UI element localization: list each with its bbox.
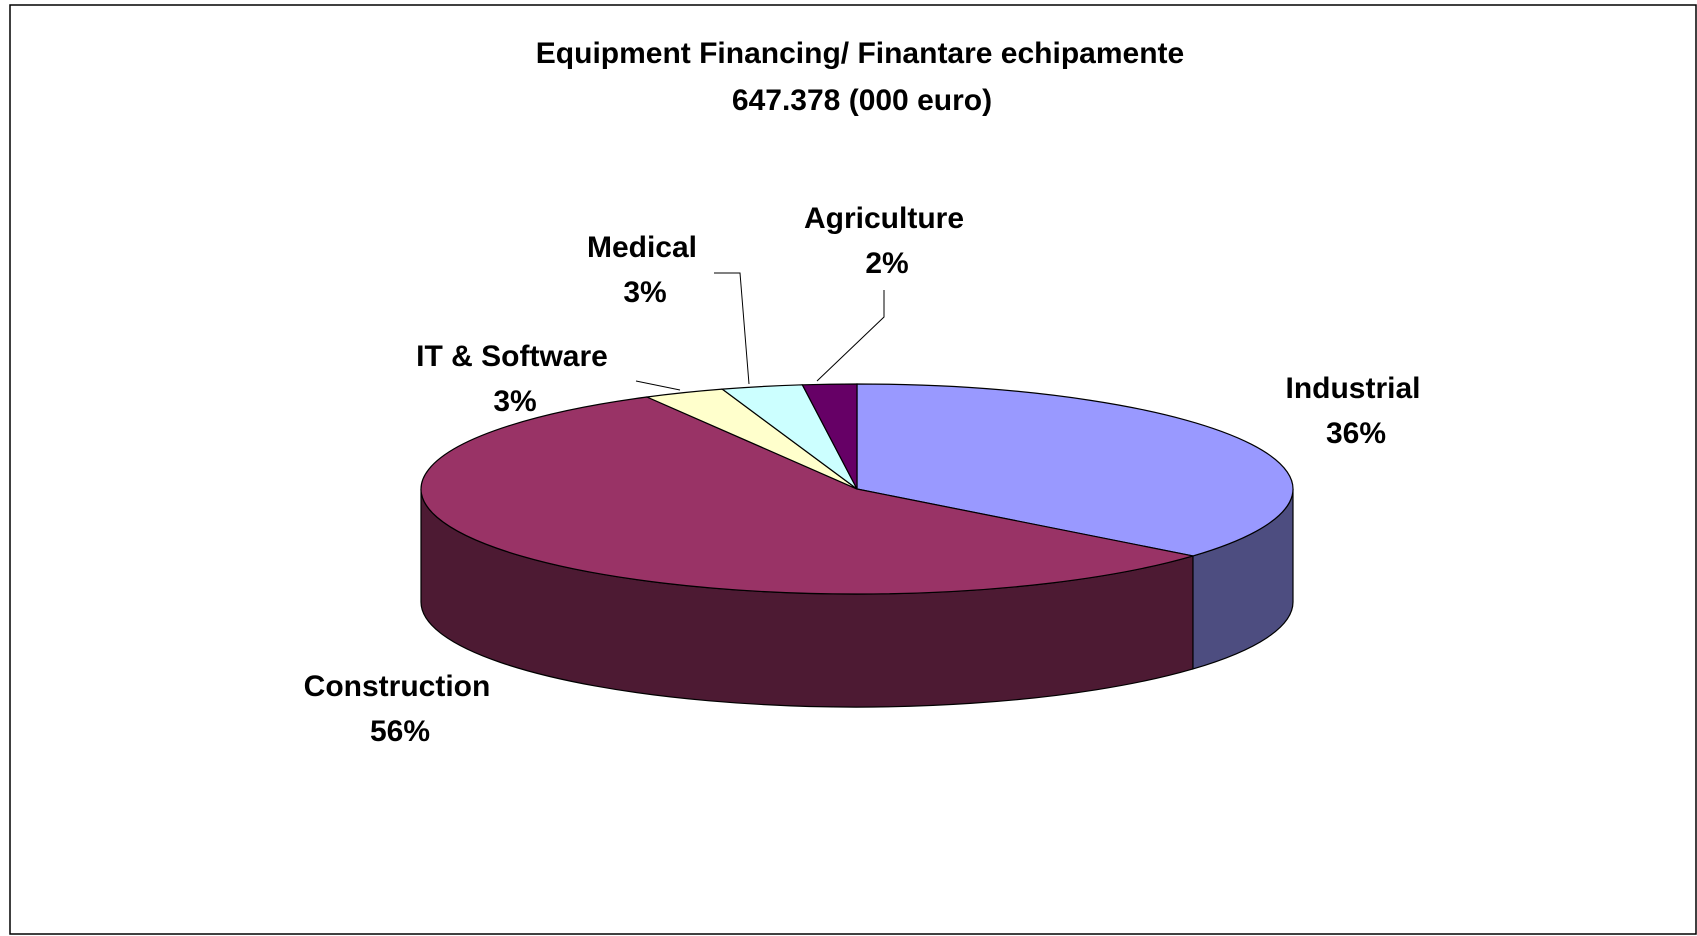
leader-line [635, 380, 681, 391]
slice-label: Construction [304, 670, 491, 703]
slice-label: IT & Software [416, 340, 608, 373]
slice-label: Industrial [1285, 372, 1420, 405]
slice [856, 383, 1294, 557]
slice [420, 396, 1194, 595]
slice [801, 383, 858, 490]
leader-line [816, 290, 885, 382]
slice-label: Medical [587, 231, 697, 264]
leader-line [714, 272, 750, 385]
slice-value-label: 36% [1326, 417, 1386, 450]
slice-value-label: 3% [493, 385, 536, 418]
slice-value-label: 3% [623, 276, 666, 309]
chart-title: Equipment Financing/ Finantare echipamen… [536, 37, 1184, 70]
slice-value-label: 2% [865, 247, 908, 280]
chart-subtitle: 647.378 (000 euro) [732, 84, 992, 117]
slice-label: Agriculture [804, 202, 964, 235]
slice-value-label: 56% [370, 715, 430, 748]
